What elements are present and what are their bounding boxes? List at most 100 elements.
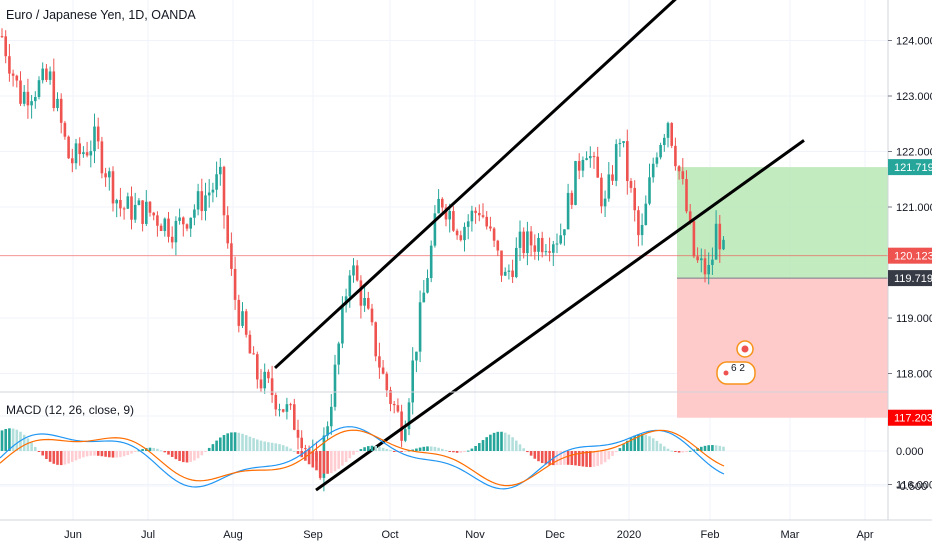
macd-histogram-bar <box>492 432 496 451</box>
macd-histogram-bar <box>333 451 337 472</box>
macd-histogram-bar <box>518 444 522 451</box>
macd-histogram-bar <box>529 451 533 456</box>
candle-body <box>233 268 237 300</box>
price-tag-label: 121.719 <box>894 162 932 174</box>
candle-body <box>685 178 688 212</box>
time-tick-label: Feb <box>701 529 720 541</box>
macd-histogram-bar <box>367 446 370 451</box>
macd-histogram-bar <box>15 429 19 451</box>
candle-body <box>19 80 22 104</box>
macd-histogram-bar <box>677 451 681 453</box>
macd-histogram-bar <box>640 434 644 451</box>
macd-histogram-bar <box>48 451 52 462</box>
macd-histogram-bar <box>352 451 355 455</box>
time-tick-label: Aug <box>223 529 243 541</box>
candle-body <box>474 210 477 213</box>
macd-histogram-bar <box>622 444 625 451</box>
candle-body <box>115 200 118 204</box>
candle-body <box>4 36 7 57</box>
candle-body <box>159 225 163 232</box>
macd-histogram-bar <box>233 432 237 451</box>
macd-histogram-bar <box>585 451 588 467</box>
candles <box>0 28 725 492</box>
macd-histogram-bar <box>215 440 218 451</box>
macd-histogram-bar <box>322 451 326 474</box>
macd-histogram-bar <box>700 446 703 451</box>
macd-histogram-bar <box>478 443 481 451</box>
candle-body <box>11 73 15 76</box>
macd-histogram-bar <box>441 448 444 451</box>
macd-histogram-bar <box>63 451 67 465</box>
candle-body <box>174 220 178 243</box>
candle-body <box>574 161 577 205</box>
macd-histogram-bar <box>252 438 255 451</box>
alert-badge[interactable]: 6 2 <box>716 340 756 385</box>
macd-histogram-bar <box>45 451 48 460</box>
candle-body <box>248 334 252 354</box>
macd-histogram-bar <box>452 451 455 453</box>
candle-body <box>522 231 525 254</box>
macd-histogram-bar <box>433 446 437 451</box>
upper-channel-line <box>273 0 677 370</box>
macd-histogram-bar <box>119 451 122 458</box>
macd-histogram-bar <box>11 428 15 451</box>
candle-body <box>540 237 544 253</box>
trendlines[interactable] <box>273 0 805 492</box>
position-zones[interactable] <box>0 167 888 418</box>
time-tick-label: Jun <box>64 529 82 541</box>
macd-histogram-bar <box>108 451 111 458</box>
alert-dot-icon <box>741 345 749 353</box>
candle-body <box>507 270 511 272</box>
candle-body <box>707 264 710 275</box>
candle-body <box>230 243 233 269</box>
candle-body <box>267 371 270 379</box>
macd-histogram-bar <box>711 445 714 451</box>
event-dot-icon <box>723 370 729 376</box>
macd-histogram-bar <box>611 451 614 456</box>
macd-histogram-bar <box>348 451 352 459</box>
candle-body <box>78 143 81 155</box>
macd-histogram-bar <box>537 451 540 462</box>
candle-body <box>52 71 56 108</box>
candle-body <box>611 174 614 181</box>
candle-body <box>259 379 263 389</box>
candle-body <box>655 157 659 164</box>
candle-body <box>71 158 74 164</box>
time-tick-label: Apr <box>856 529 873 541</box>
chart-title: Euro / Japanese Yen, 1D, OANDA <box>6 8 196 22</box>
candle-body <box>89 151 93 156</box>
candle-body <box>503 271 507 276</box>
candle-body <box>293 404 296 430</box>
candle-body <box>281 409 285 412</box>
macd-histogram-bar <box>163 451 167 453</box>
macd-histogram-bar <box>207 447 211 451</box>
macd-histogram-bar <box>219 437 222 451</box>
candle-body <box>74 143 78 164</box>
macd-histogram-bar <box>681 451 685 453</box>
macd-histogram-bar <box>666 448 670 451</box>
candle-body <box>363 297 366 306</box>
candle-body <box>34 96 37 102</box>
candle-body <box>15 75 19 81</box>
macd-histogram-bar <box>204 451 207 452</box>
candle-body <box>448 211 451 220</box>
macd-histogram-bar <box>293 450 296 452</box>
price-tick-label: 121.000 <box>896 202 932 214</box>
time-tick-label: Mar <box>781 529 800 541</box>
candle-body <box>581 159 585 171</box>
macd-histogram-bar <box>311 451 315 468</box>
candle-body <box>237 299 241 326</box>
candle-body <box>422 292 426 303</box>
macd-histogram-bar <box>22 434 26 451</box>
macd-histogram-bar <box>496 431 500 451</box>
time-tick-label: Sep <box>303 529 323 541</box>
candle-body <box>355 265 359 281</box>
candle-body <box>496 240 500 251</box>
events-pill[interactable] <box>716 361 756 385</box>
candle-body <box>278 409 281 411</box>
macd-histogram-bar <box>170 451 174 457</box>
candle-body <box>722 239 725 250</box>
macd-histogram-bar <box>607 451 611 460</box>
candle-body <box>470 210 474 222</box>
